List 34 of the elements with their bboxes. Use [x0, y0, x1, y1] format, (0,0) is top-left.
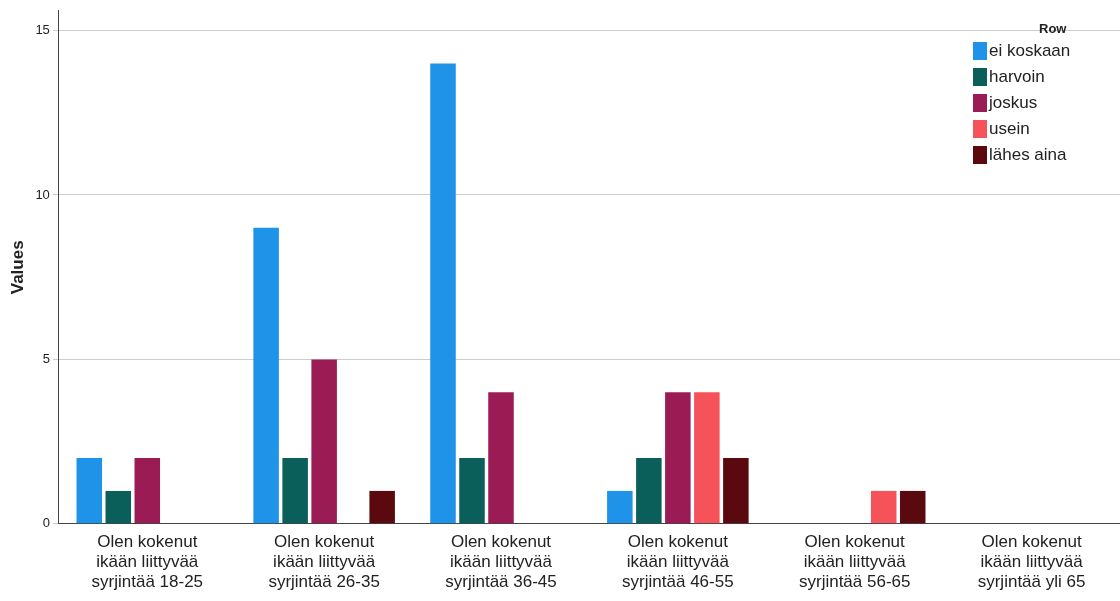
bar — [636, 458, 662, 524]
bar — [105, 490, 132, 524]
bar — [311, 359, 337, 524]
bar — [76, 458, 103, 524]
legend-label: harvoin — [989, 66, 1045, 87]
x-tick-label: Olen kokenut ikään liittyvää syrjintää yli 65 — [977, 531, 1086, 592]
bar — [870, 490, 897, 524]
bar — [607, 490, 633, 524]
bar — [430, 63, 456, 524]
bar — [459, 458, 485, 524]
bar — [369, 490, 395, 524]
bar — [694, 392, 720, 524]
legend-label: ei koskaan — [989, 40, 1071, 61]
legend-title: Row — [1039, 20, 1068, 36]
bar — [723, 458, 749, 524]
legend-label: joskus — [989, 92, 1038, 113]
y-tick-label: 10 — [35, 186, 50, 202]
x-tick-label: Olen kokenut ikään liittyvää syrjintää 36-45 — [445, 531, 557, 592]
y-tick-label: 0 — [42, 515, 50, 531]
x-tick-label: Olen kokenut ikään liittyvää syrjintää 46-55 — [622, 531, 734, 592]
x-tick-label: Olen kokenut ikään liittyvää syrjintää 26-35 — [268, 531, 380, 592]
y-tick-label: 15 — [35, 22, 50, 38]
bar — [899, 490, 926, 524]
x-tick-label: Olen kokenut ikään liittyvää syrjintää 56-65 — [798, 531, 911, 592]
bar — [253, 227, 279, 524]
bar — [134, 458, 161, 524]
y-axis-title: Values — [7, 240, 27, 295]
y-tick-label: 5 — [42, 350, 50, 366]
bar — [488, 392, 514, 524]
bar — [665, 392, 691, 524]
x-tick-label: Olen kokenut ikään liittyvää syrjintää 18-25 — [91, 531, 204, 592]
legend-label: usein — [989, 118, 1030, 139]
bar — [282, 458, 308, 524]
legend-label: lähes aina — [989, 144, 1067, 165]
